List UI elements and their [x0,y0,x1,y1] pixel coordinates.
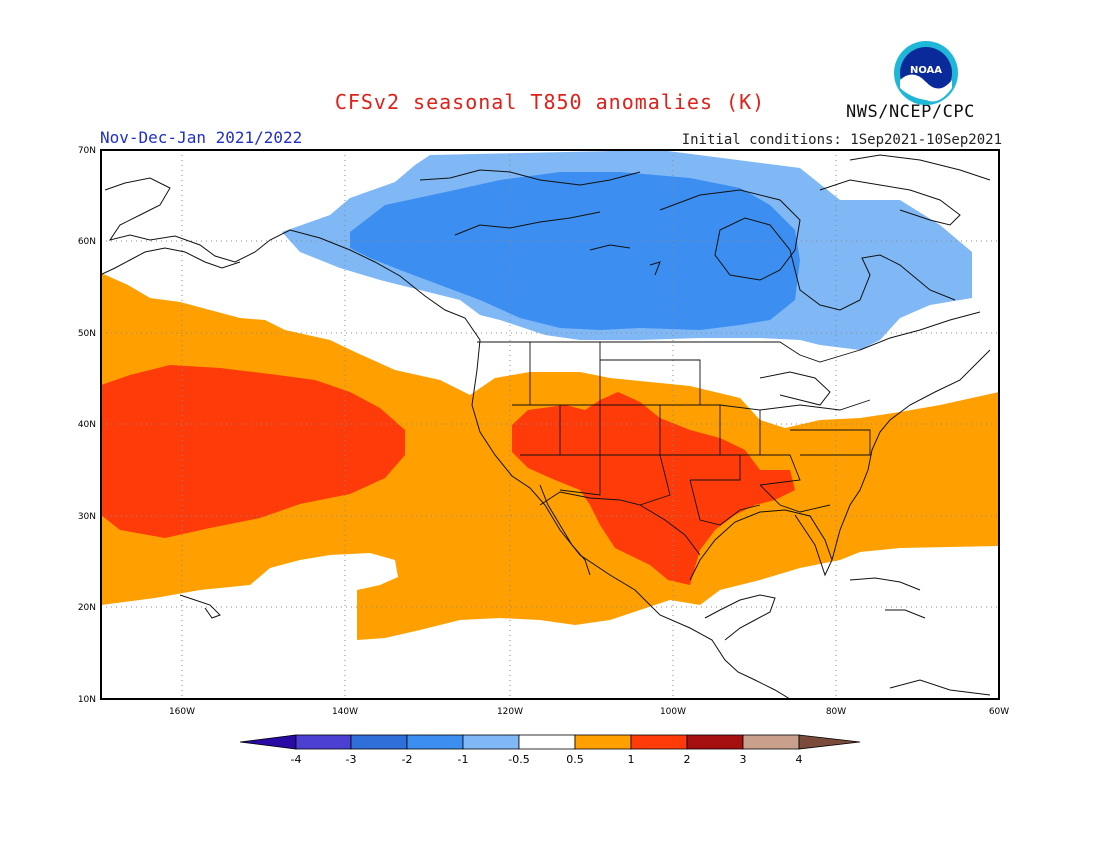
colorbar-label: -0.5 [508,753,529,766]
colorbar-swatch [295,734,352,750]
lat-label: 40N [78,420,96,430]
colorbar-swatch [742,734,800,750]
anomaly-region-blue [350,172,800,330]
political-borders [477,341,871,556]
colorbar-label: -3 [346,753,357,766]
lat-label: 60N [78,237,96,247]
colorbar-swatch [406,734,464,750]
colorbar-swatch [518,734,576,750]
colorbar-label: 0.5 [566,753,584,766]
colorbar-label: 4 [796,753,803,766]
forecast-period: Nov-Dec-Jan 2021/2022 [100,128,303,147]
anomaly-region-red-us [512,392,795,585]
anomaly-region-red-pacific [101,365,405,538]
colorbar-labels: -4 -3 -2 -1 -0.5 0.5 1 2 3 4 [291,753,803,766]
colorbar-swatch [350,734,408,750]
initial-conditions: Initial conditions: 1Sep2021-10Sep2021 [681,132,1002,148]
noaa-logo-icon: NOAA [894,41,958,105]
colorbar [239,734,861,750]
lon-labels: 160W 140W 120W 100W 80W 60W [169,707,1009,717]
colorbar-label: 3 [740,753,747,766]
colorbar-swatch [574,734,632,750]
lon-label: 60W [989,707,1009,717]
anomaly-field [101,150,999,699]
colorbar-swatch [798,734,861,750]
lat-label: 10N [78,695,96,705]
coastlines [101,154,991,699]
lon-label: 80W [826,707,846,717]
lon-label: 160W [169,707,195,717]
logo-text: NOAA [910,65,942,76]
lon-label: 100W [660,707,686,717]
map-title: CFSv2 seasonal T850 anomalies (K) [334,90,766,114]
colorbar-label: 2 [684,753,691,766]
lat-label: 20N [78,603,96,613]
colorbar-label: -2 [402,753,413,766]
lat-label: 70N [78,146,96,156]
lon-label: 140W [332,707,358,717]
colorbar-label: 1 [628,753,635,766]
colorbar-label: -1 [458,753,469,766]
lat-label: 50N [78,329,96,339]
lat-label: 30N [78,512,96,522]
colorbar-swatch [239,734,297,750]
lon-label: 120W [497,707,523,717]
colorbar-swatch [686,734,744,750]
org-label: NWS/NCEP/CPC [846,102,975,122]
lat-labels: 70N 60N 50N 40N 30N 20N 10N [78,146,96,705]
colorbar-swatch [630,734,688,750]
colorbar-label: -4 [291,753,302,766]
map-frame [100,149,1000,700]
colorbar-swatch [462,734,520,750]
